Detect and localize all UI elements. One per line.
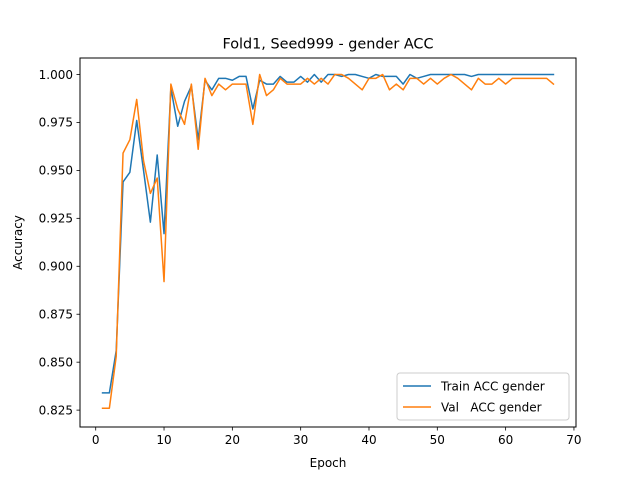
y-tick-label: 0.875 [39,308,73,322]
y-tick-label: 0.950 [39,164,73,178]
y-tick-label: 0.975 [39,116,73,130]
x-tick-label: 40 [361,433,376,447]
x-tick-label: 0 [92,433,100,447]
legend-box [396,372,570,421]
chart-title: Fold1, Seed999 - gender ACC [222,37,433,53]
x-tick-label: 20 [225,433,240,447]
plot-frame [79,57,577,428]
plot-area [79,57,577,428]
x-tick-label: 60 [498,433,513,447]
y-tick-label: 0.925 [39,212,73,226]
y-tick-label: 0.900 [39,260,73,274]
series-line-train [101,73,555,394]
x-tick-label: 50 [430,433,445,447]
x-tick-label: 30 [293,433,308,447]
series-layer [101,73,555,409]
y-tick-label: 0.850 [39,355,73,369]
y-axis-label: Accuracy [11,215,25,270]
x-axis-label: Epoch [310,456,347,470]
y-tick-label: 1.000 [39,68,73,82]
x-tick-label: 10 [156,433,171,447]
legend-label-val: Val ACC gender [441,401,542,415]
y-tick-label: 0.825 [39,403,73,417]
x-tick-label: 70 [566,433,581,447]
series-line-val [101,73,555,409]
legend-label-train: Train ACC gender [440,380,545,394]
legend: Train ACC gender Val ACC gender [396,372,570,421]
x-axis-ticks: 0 10 20 30 40 50 60 70 [92,427,582,447]
y-axis-ticks: 0.825 0.850 0.875 0.900 0.925 0.950 0.975 1.000 [39,68,80,417]
